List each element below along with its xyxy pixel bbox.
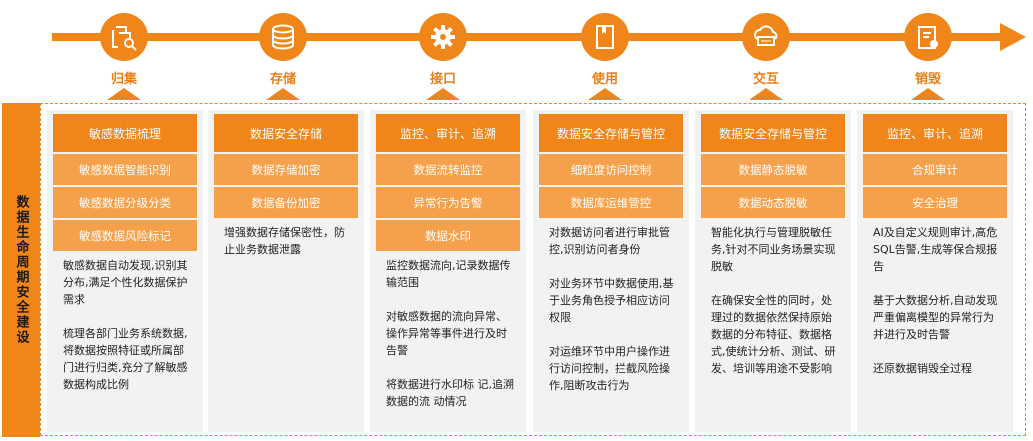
description-paragraph: 监控数据流向,记录数据传输范围 <box>386 259 511 289</box>
gear-node <box>419 13 467 61</box>
stage-pointer <box>588 88 622 100</box>
capability-item: 数据库运维管控 <box>539 187 683 218</box>
stage-column: 敏感数据梳理 敏感数据智能识别 敏感数据分级分类 敏感数据风险标记 敏感数据自动发现,识… <box>47 110 203 432</box>
capability-item: 数据流转监控 <box>376 154 520 185</box>
capability-item: 敏感数据智能识别 <box>53 154 197 185</box>
gear-icon <box>431 25 455 49</box>
side-title: 数据生命周期安全建设 <box>2 103 40 437</box>
stage-label: 接口 <box>429 72 456 87</box>
description-paragraph: 对数据访问者进行审批管控,识别访问者身份 <box>549 226 670 256</box>
column-header: 数据安全存储与管控 <box>701 114 845 152</box>
description-paragraph: 敏感数据自动发现,识别其分布,满足个性化数据保护需求 <box>63 259 188 306</box>
column-header: 数据安全存储与管控 <box>539 114 683 152</box>
book-node <box>581 13 629 61</box>
column-header: 敏感数据梳理 <box>53 114 197 152</box>
cloud-server-icon <box>754 25 778 46</box>
description-paragraph: 智能化执行与管理脱敏任务,针对不同业务场景实现脱敏 <box>711 226 836 273</box>
description-paragraph: 梳理各部门业务系统数据,将数据按照特征或所属部门进行归类,充分了解敏感数据构成比… <box>63 327 188 391</box>
stage-label: 归集 <box>110 72 137 87</box>
description-paragraph: 基于大数据分析,自动发现严重偏离模型的异常行为并进行及时告警 <box>873 294 998 341</box>
file-search-node <box>100 13 148 61</box>
stage-label: 使用 <box>591 72 618 87</box>
cloud-server-node <box>742 13 790 61</box>
column-description: 智能化执行与管理脱敏任务,针对不同业务场景实现脱敏在确保安全性的同时，处理过的数… <box>695 218 851 377</box>
description-paragraph: AI及自定义规则审计,高危SQL告警,生成等保合规报告 <box>873 226 998 273</box>
capability-item: 安全治理 <box>863 187 1007 218</box>
description-paragraph: 将数据进行水印标 记,追溯数据的流 动情况 <box>386 378 514 408</box>
capability-item: 细粒度访问控制 <box>539 154 683 185</box>
column-description: AI及自定义规则审计,高危SQL告警,生成等保合规报告 基于大数据分析,自动发现严… <box>857 218 1013 377</box>
capability-item: 合规审计 <box>863 154 1007 185</box>
stage-label: 交互 <box>752 72 779 87</box>
stage-column: 数据安全存储与管控 细粒度访问控制 数据库运维管控 对数据访问者进行审批管控,识别访问… <box>533 110 689 432</box>
stage-column: 数据安全存储与管控 数据静态脱敏 数据动态脱敏 智能化执行与管理脱敏任务,针对不同业务… <box>695 110 851 432</box>
stage-pointer <box>107 88 141 100</box>
book-icon <box>596 25 614 49</box>
column-description: 增强数据存储保密性，防止业务数据泄露 <box>208 218 364 258</box>
file-search-icon <box>112 26 137 51</box>
stage-label: 存储 <box>269 72 296 87</box>
capability-item: 数据备份加密 <box>214 187 358 218</box>
stage-pointer <box>426 88 460 100</box>
database-node <box>259 13 307 61</box>
capability-item: 数据动态脱敏 <box>701 187 845 218</box>
description-paragraph: 增强数据存储保密性，防止业务数据泄露 <box>224 226 345 256</box>
stage-column: 监控、审计、追溯 合规审计 安全治理 AI及自定义规则审计,高危SQL告警,生成等保合… <box>857 110 1013 432</box>
capability-item: 数据静态脱敏 <box>701 154 845 185</box>
stage-pointer <box>911 88 945 100</box>
stage-label: 销毁 <box>914 72 941 87</box>
capability-item: 数据水印 <box>376 220 520 251</box>
clipboard-settings-icon <box>918 26 938 49</box>
clipboard-settings-node <box>904 13 952 61</box>
capability-item: 异常行为告警 <box>376 187 520 218</box>
column-description: 对数据访问者进行审批管控,识别访问者身份对业务环节中数据使用,基于业务角色授予相… <box>533 218 689 394</box>
description-paragraph: 对运维环节中用户操作进行访问控制，拦截风险操作,阻断攻击行为 <box>549 345 670 392</box>
column-header: 监控、审计、追溯 <box>863 114 1007 152</box>
column-header: 数据安全存储 <box>214 114 358 152</box>
column-description: 监控数据流向,记录数据传输范围对敏感数据的流向异常、操作异常等事件进行及时告警将… <box>370 251 526 410</box>
description-paragraph: 还原数据销毁全过程 <box>873 362 972 375</box>
stage-pointer <box>749 88 783 100</box>
timeline-arrow <box>1000 23 1026 51</box>
column-header: 监控、审计、追溯 <box>376 114 520 152</box>
stage-column: 数据安全存储 数据存储加密 数据备份加密 增强数据存储保密性，防止业务数据泄露 <box>208 110 364 432</box>
stage-column: 监控、审计、追溯 数据流转监控 异常行为告警 数据水印监控数据流向,记录数据传输范围对… <box>370 110 526 432</box>
content-frame <box>40 103 1026 436</box>
capability-item: 敏感数据风险标记 <box>53 220 197 251</box>
description-paragraph: 对业务环节中数据使用,基于业务角色授予相应访问权限 <box>549 277 674 324</box>
timeline-line <box>52 33 1007 41</box>
stage-pointer <box>266 88 300 100</box>
capability-item: 敏感数据分级分类 <box>53 187 197 218</box>
description-paragraph: 对敏感数据的流向异常、操作异常等事件进行及时告警 <box>386 310 507 357</box>
capability-item: 数据存储加密 <box>214 154 358 185</box>
column-description: 敏感数据自动发现,识别其分布,满足个性化数据保护需求梳理各部门业务系统数据,将数… <box>47 251 203 393</box>
database-icon <box>272 24 294 50</box>
description-paragraph: 在确保安全性的同时，处理过的数据依然保持原始数据的分布特征、数据格式,使统计分析… <box>711 294 836 375</box>
